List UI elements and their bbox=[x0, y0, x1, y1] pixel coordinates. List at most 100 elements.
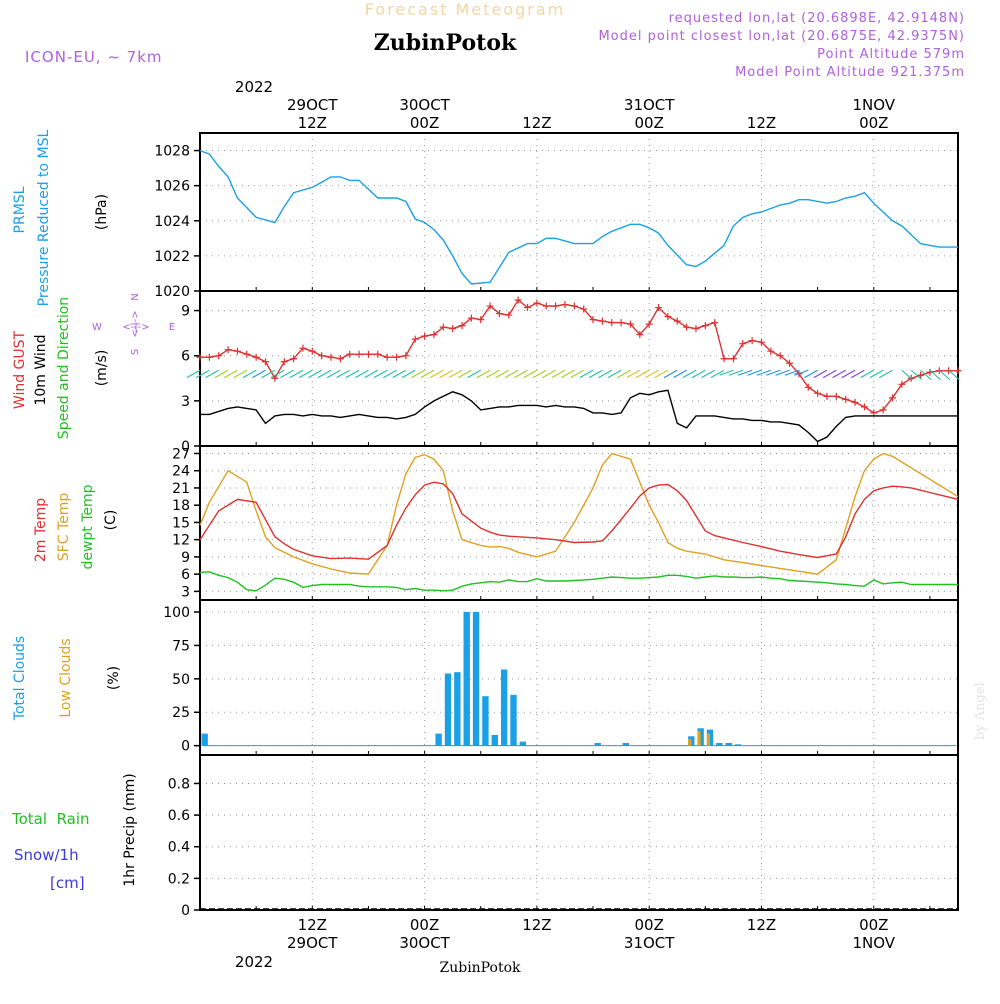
gust-marker bbox=[533, 299, 541, 307]
gust-marker bbox=[430, 331, 438, 339]
panel-precip: 0 0.2 0.4 0.6 0.8 bbox=[168, 754, 959, 919]
gust-marker bbox=[636, 331, 644, 339]
watermark: by Angel bbox=[973, 682, 988, 740]
y-tick-label: 12 bbox=[172, 533, 190, 549]
wind-arrow bbox=[326, 369, 341, 379]
temp-sfc-label: SFC Temp bbox=[56, 493, 72, 562]
gust-marker bbox=[495, 310, 503, 318]
wind-arrow bbox=[252, 369, 266, 379]
gust-marker bbox=[804, 383, 812, 391]
gust-marker bbox=[477, 316, 485, 324]
wind-arrow bbox=[364, 369, 379, 379]
wind-arrow bbox=[308, 369, 322, 379]
wind-arrow bbox=[429, 369, 444, 379]
bottom-time-label: 12Z bbox=[522, 916, 551, 934]
wind-arrow bbox=[737, 369, 753, 376]
total-cloud-bar bbox=[491, 734, 498, 746]
gust-marker bbox=[655, 304, 663, 312]
top-date-label: 30OCT bbox=[399, 96, 450, 114]
wind-arrow bbox=[691, 369, 706, 379]
bottom-time-label: 12Z bbox=[747, 916, 776, 934]
total-cloud-bar bbox=[482, 696, 489, 746]
y-tick-label: 25 bbox=[172, 705, 190, 721]
wind-arrow bbox=[766, 369, 781, 376]
panel-frame bbox=[199, 445, 959, 601]
wind-arrow bbox=[280, 369, 294, 379]
gust-marker bbox=[664, 313, 672, 321]
total-cloud-bar bbox=[463, 612, 470, 746]
wind-arrow bbox=[467, 369, 482, 379]
y-tick-label: 0 bbox=[181, 439, 190, 455]
wind-arrow bbox=[682, 369, 697, 379]
gust-marker bbox=[280, 358, 288, 366]
wind-arrow bbox=[242, 369, 257, 379]
y-tick-label: 100 bbox=[163, 605, 190, 621]
temp-2m-label: 2m Temp bbox=[33, 498, 49, 562]
y-tick-label: 24 bbox=[172, 464, 190, 480]
wind-arrow bbox=[645, 369, 659, 379]
wind-arrow bbox=[514, 369, 528, 379]
wind-arrow bbox=[756, 369, 772, 376]
wind-arrow bbox=[832, 369, 846, 379]
wind-arrow bbox=[495, 369, 510, 379]
wind-arrow bbox=[411, 369, 425, 379]
wind-arrow bbox=[560, 369, 575, 379]
temp-unit: (C) bbox=[103, 510, 119, 531]
wind-line bbox=[200, 389, 958, 443]
total-cloud-bar bbox=[622, 742, 629, 746]
gust-marker bbox=[196, 353, 204, 361]
top-date-label: 31OCT bbox=[624, 96, 675, 114]
snow-label: Snow/1h bbox=[14, 846, 79, 864]
temp-dewpt-label: dewpt Temp bbox=[80, 484, 96, 569]
gust-marker bbox=[505, 311, 513, 319]
wind-arrow bbox=[542, 369, 556, 379]
footer-location: ZubinPotok bbox=[439, 960, 521, 976]
wind-arrow bbox=[383, 369, 397, 379]
wind-arrow bbox=[298, 369, 313, 379]
top-time-label: 12Z bbox=[298, 114, 327, 132]
wind-arrow bbox=[920, 369, 932, 381]
wind-arrow bbox=[869, 369, 884, 379]
gust-marker bbox=[683, 323, 691, 331]
gust-marker bbox=[617, 319, 625, 327]
panel-clouds: 0 25 50 75 100 bbox=[163, 599, 959, 756]
gust-marker bbox=[318, 352, 326, 360]
gust-marker bbox=[842, 395, 850, 403]
gust-marker bbox=[449, 325, 457, 333]
svg-text:S: S bbox=[130, 349, 141, 355]
gust-marker bbox=[215, 352, 223, 360]
gust-marker bbox=[299, 344, 307, 352]
wind-10m-label: 10m Wind bbox=[33, 334, 49, 405]
top-date-label: 29OCT bbox=[287, 96, 338, 114]
wind-arrow bbox=[317, 369, 332, 379]
gust-marker bbox=[364, 350, 372, 358]
total-cloud-bar bbox=[454, 672, 461, 746]
gust-marker bbox=[411, 335, 419, 343]
total-cloud-bar bbox=[734, 744, 742, 746]
gust-marker bbox=[205, 353, 213, 361]
wind-arrow bbox=[775, 369, 790, 376]
gust-marker bbox=[851, 398, 859, 406]
gust-marker bbox=[346, 350, 354, 358]
wind-arrow bbox=[719, 369, 734, 376]
bottom-date-label: 30OCT bbox=[399, 934, 450, 952]
wind-arrow bbox=[728, 369, 743, 376]
point-altitude: Point Altitude 579m bbox=[817, 47, 965, 62]
y-tick-label: 21 bbox=[172, 481, 190, 497]
bottom-time-label: 00Z bbox=[634, 916, 663, 934]
gust-marker bbox=[879, 406, 887, 414]
wind-arrow bbox=[392, 369, 407, 379]
gust-marker bbox=[786, 359, 794, 367]
total-cloud-bar bbox=[594, 742, 601, 746]
bottom-time-label: 00Z bbox=[859, 916, 888, 934]
wind-arrow bbox=[850, 369, 865, 379]
wind-arrow bbox=[617, 369, 631, 379]
y-tick-label: 6 bbox=[181, 567, 190, 583]
panels: 1020102210241026102803693691215182124270… bbox=[154, 132, 962, 919]
panel-frame bbox=[199, 290, 959, 447]
y-tick-label: 75 bbox=[172, 638, 190, 654]
wind-arrow bbox=[598, 369, 613, 379]
wind-arrow bbox=[401, 369, 416, 379]
total-cloud-bar bbox=[725, 742, 732, 746]
